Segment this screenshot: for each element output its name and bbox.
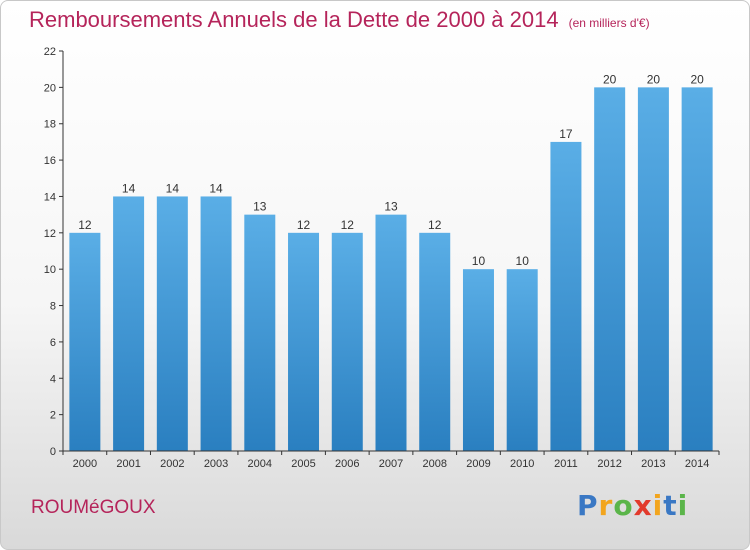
bar-2014 xyxy=(681,87,713,452)
chart-unit: (en milliers d'€) xyxy=(568,16,650,30)
y-tick-label-8: 8 xyxy=(50,301,56,313)
bar-2013 xyxy=(637,87,669,452)
x-tick-label-2003: 2003 xyxy=(204,458,228,470)
value-label-2010: 10 xyxy=(516,254,530,268)
y-tick-label-18: 18 xyxy=(44,119,56,131)
value-label-2011: 17 xyxy=(559,127,573,141)
x-tick-label-2009: 2009 xyxy=(466,458,490,470)
value-label-2001: 14 xyxy=(122,181,136,195)
chart-title: Remboursements Annuels de la Dette de 20… xyxy=(29,7,650,33)
x-tick-label-2005: 2005 xyxy=(291,458,315,470)
x-tick-label-2001: 2001 xyxy=(116,458,140,470)
x-tick-label-2007: 2007 xyxy=(379,458,403,470)
value-label-2009: 10 xyxy=(472,254,486,268)
bar-2002 xyxy=(156,196,188,451)
x-tick-label-2013: 2013 xyxy=(641,458,665,470)
y-tick-label-2: 2 xyxy=(50,410,56,422)
x-tick-label-2000: 2000 xyxy=(73,458,97,470)
value-label-2006: 12 xyxy=(341,218,355,232)
x-tick-label-2010: 2010 xyxy=(510,458,534,470)
bar-2012 xyxy=(594,87,626,452)
brand-letter: P xyxy=(577,489,599,522)
brand-logo: Proxiti xyxy=(577,489,688,522)
bar-2006 xyxy=(331,232,363,451)
brand-letter: i xyxy=(677,489,689,522)
x-tick-label-2006: 2006 xyxy=(335,458,359,470)
x-tick-label-2004: 2004 xyxy=(248,458,272,470)
y-tick-label-20: 20 xyxy=(44,82,56,94)
bar-2008 xyxy=(419,232,451,451)
brand-letter: o xyxy=(613,489,634,522)
y-tick-label-4: 4 xyxy=(50,373,56,385)
bar-2010 xyxy=(506,269,538,451)
bar-2004 xyxy=(244,214,276,451)
y-tick-label-10: 10 xyxy=(44,264,56,276)
value-label-2008: 12 xyxy=(428,218,442,232)
x-tick-label-2011: 2011 xyxy=(554,458,578,470)
axes-group: 2000 2001 2002 2003 2004 2005 2006 2007 2008 2009… xyxy=(44,46,720,470)
y-tick-label-22: 22 xyxy=(44,46,56,58)
x-tick-label-2002: 2002 xyxy=(160,458,184,470)
brand-letter: x xyxy=(633,489,653,522)
value-label-2005: 12 xyxy=(297,218,311,232)
y-tick-label-16: 16 xyxy=(44,155,56,167)
brand-letter: i xyxy=(652,489,664,522)
x-tick-label-2014: 2014 xyxy=(685,458,709,470)
value-label-2002: 14 xyxy=(166,181,180,195)
x-tick-label-2008: 2008 xyxy=(422,458,446,470)
y-tick-label-6: 6 xyxy=(50,337,56,349)
bar-2009 xyxy=(462,269,494,451)
value-label-2000: 12 xyxy=(78,218,92,232)
bar-2001 xyxy=(113,196,145,451)
x-tick-label-2012: 2012 xyxy=(597,458,621,470)
bar-2000 xyxy=(69,232,101,451)
value-label-2007: 13 xyxy=(384,200,398,214)
brand-letter: r xyxy=(598,489,614,522)
commune-name: ROUMéGOUX xyxy=(31,497,156,518)
value-label-2014: 20 xyxy=(690,72,704,86)
bar-2007 xyxy=(375,214,407,451)
bars-group: 12 14 14 14 13 12 12 13 12 10 10 17 20 20 20 xyxy=(69,72,713,452)
value-label-2012: 20 xyxy=(603,72,617,86)
value-label-2013: 20 xyxy=(647,72,661,86)
value-label-2004: 13 xyxy=(253,200,267,214)
y-tick-label-14: 14 xyxy=(44,191,56,203)
brand-letter: t xyxy=(663,489,678,522)
chart-title-text: Remboursements Annuels de la Dette de 20… xyxy=(29,7,559,32)
bar-2011 xyxy=(550,141,582,451)
y-tick-label-12: 12 xyxy=(44,228,56,240)
bar-2003 xyxy=(200,196,232,451)
bar-2005 xyxy=(288,232,320,451)
y-tick-label-0: 0 xyxy=(50,446,56,458)
value-label-2003: 14 xyxy=(209,181,223,195)
